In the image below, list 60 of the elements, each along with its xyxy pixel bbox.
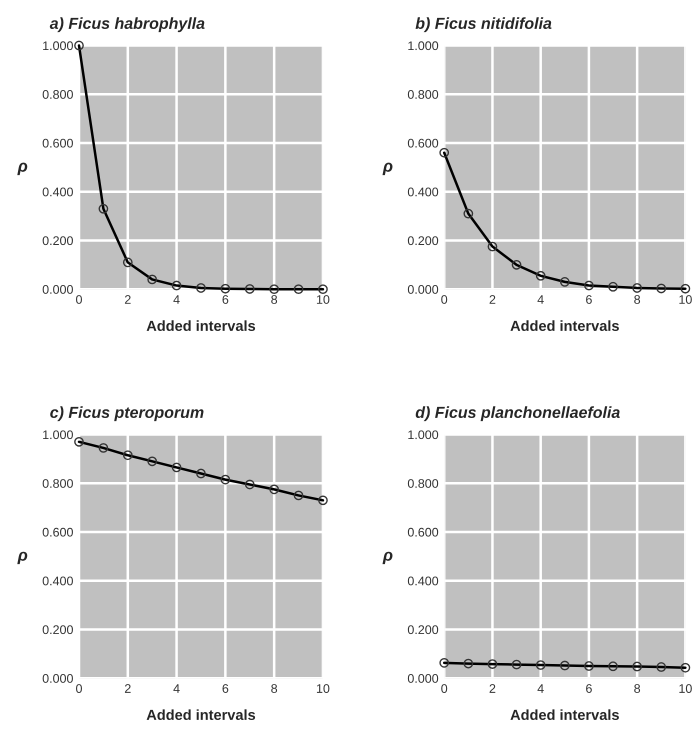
x-tick-label: 2	[490, 295, 496, 304]
y-axis-title: ρ	[17, 162, 28, 176]
y-tick-label: 0.200	[42, 625, 73, 634]
y-tick-label: 0.600	[408, 528, 438, 537]
y-tick-label: 1.000	[408, 41, 438, 50]
chart-title: b) Ficus nitidifolia	[416, 17, 552, 32]
x-tick-label: 10	[679, 295, 692, 304]
y-tick-label: 0.800	[408, 90, 438, 99]
chart-title: c) Ficus pteroporum	[50, 406, 204, 422]
chart-title: d) Ficus planchonellaefolia	[416, 406, 620, 422]
x-tick-label: 6	[586, 684, 592, 693]
x-tick-label: 4	[537, 684, 544, 693]
y-tick-label: 0.200	[408, 625, 438, 634]
y-tick-label: 0.200	[408, 236, 438, 246]
y-tick-label: 0.400	[408, 576, 438, 586]
x-axis-title: Added intervals	[510, 320, 619, 332]
x-tick-label: 2	[124, 684, 131, 693]
y-tick-label: 0.400	[408, 188, 438, 196]
x-tick-label: 4	[173, 295, 180, 304]
y-axis-title: ρ	[382, 552, 392, 564]
y-tick-label: 0.600	[408, 138, 438, 148]
chart-title: a) Ficus habrophylla	[50, 17, 205, 32]
x-tick-label: 0	[441, 684, 448, 693]
y-axis-title: ρ	[17, 552, 28, 564]
x-tick-label: 6	[222, 295, 228, 304]
x-tick-label: 6	[222, 684, 228, 693]
y-tick-label: 0.600	[42, 528, 73, 537]
x-tick-label: 10	[316, 295, 330, 304]
x-tick-label: 8	[271, 684, 278, 693]
x-tick-label: 8	[271, 295, 278, 304]
x-tick-label: 4	[173, 684, 180, 693]
x-tick-label: 0	[76, 295, 82, 304]
x-tick-label: 10	[316, 684, 330, 693]
x-tick-label: 8	[634, 295, 640, 304]
y-tick-label: 1.000	[43, 41, 73, 50]
y-tick-label: 0.800	[42, 479, 73, 488]
x-tick-label: 0	[76, 684, 82, 693]
y-tick-label: 0.600	[42, 138, 73, 148]
x-tick-label: 2	[124, 295, 131, 304]
y-tick-label: 0.200	[42, 236, 73, 246]
y-tick-label: 0.800	[408, 479, 438, 488]
x-tick-label: 8	[634, 684, 640, 693]
x-tick-label: 10	[679, 684, 692, 693]
x-axis-title: Added intervals	[146, 320, 256, 332]
x-tick-label: 0	[441, 295, 448, 304]
y-tick-label: 0.000	[408, 674, 438, 683]
x-tick-label: 2	[490, 684, 496, 693]
x-axis-title: Added intervals	[510, 709, 619, 720]
y-tick-label: 0.000	[42, 674, 73, 683]
y-tick-label: 1.000	[408, 430, 438, 440]
y-tick-label: 1.000	[43, 430, 73, 440]
y-axis-title: ρ	[382, 162, 392, 176]
x-tick-label: 6	[586, 295, 592, 304]
y-tick-label: 0.400	[42, 576, 73, 586]
x-axis-title: Added intervals	[146, 709, 256, 720]
y-tick-label: 0.400	[42, 188, 73, 196]
y-tick-label: 0.000	[42, 284, 73, 294]
y-tick-label: 0.000	[408, 284, 438, 294]
x-tick-label: 4	[537, 295, 544, 304]
y-tick-label: 0.800	[42, 90, 73, 99]
